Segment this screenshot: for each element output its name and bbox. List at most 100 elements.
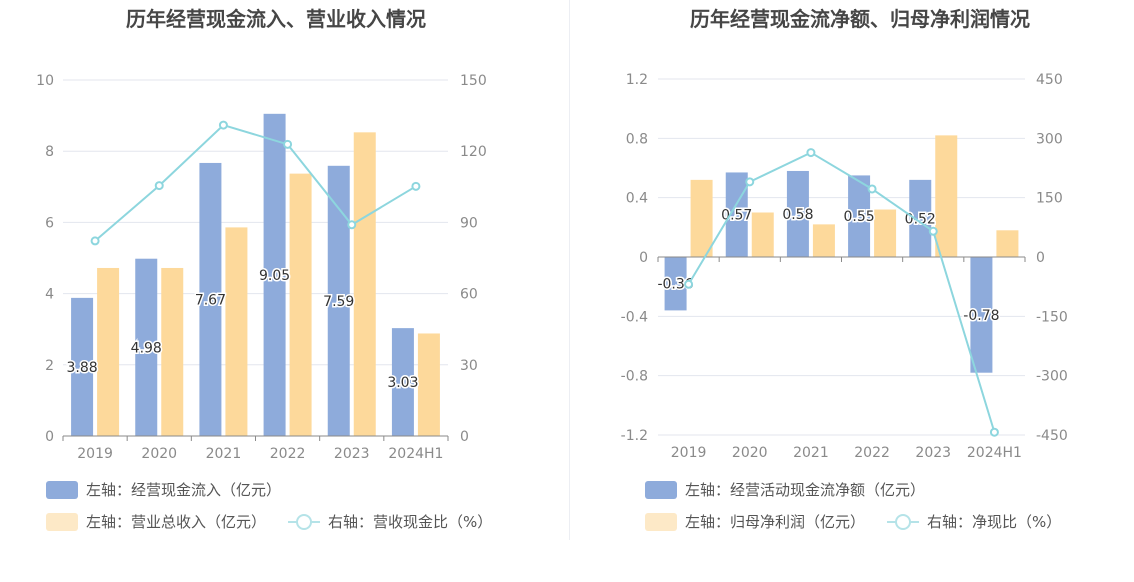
line-point: [411, 181, 421, 191]
x-tick-label: 2020: [732, 445, 768, 461]
x-tick-label: 2022: [270, 446, 306, 462]
legend-swatch: [46, 481, 78, 499]
bar-data-label: 4.98: [131, 340, 162, 356]
bar-series-1: [751, 212, 774, 257]
chart-1-group: 历年经营现金流净额、归母净利润情况 -1.2 -0.8 -0.4 0 0.4 0.8 1.2 -…: [621, 7, 1068, 531]
y-right-tick-label: 150: [1036, 191, 1063, 207]
bar-series-1: [690, 179, 713, 257]
y-right-tick-label: 30: [460, 358, 478, 374]
line-series: [94, 123, 417, 242]
y-left-tick-label: 10: [36, 73, 54, 89]
line-point: [90, 236, 100, 246]
y-left-tick-label: -0.8: [621, 369, 648, 385]
legend-swatch: [645, 513, 677, 531]
x-tick-label: 2023: [334, 446, 370, 462]
x-tick-label: 2023: [915, 445, 951, 461]
legend-swatch-marker: [895, 514, 912, 530]
x-tick-label: 2024H1: [388, 446, 443, 462]
line-point: [745, 177, 755, 187]
bar-series-0: [327, 165, 350, 436]
legend-swatch: [645, 481, 677, 499]
line-point: [154, 181, 164, 191]
line-point: [347, 220, 357, 230]
legend-label: 左轴：经营现金流入（亿元）: [86, 481, 281, 499]
y-right-tick-label: -150: [1036, 309, 1068, 325]
y-right-tick-label: -450: [1036, 428, 1068, 444]
y-left-tick-label: 6: [45, 215, 54, 231]
y-right-tick-label: 120: [460, 144, 487, 160]
chart-title: 历年经营现金流净额、归母净利润情况: [690, 7, 1030, 31]
chart-divider: [569, 0, 570, 540]
bar-data-label: -0.36: [657, 277, 693, 293]
y-left-tick-label: 1.2: [626, 72, 648, 88]
line-point: [684, 279, 694, 289]
y-left-tick-label: 0: [639, 250, 648, 266]
x-tick-label: 2020: [141, 446, 177, 462]
legend-label: 右轴：净现比（%）: [927, 513, 1061, 531]
line-point: [928, 226, 938, 236]
x-tick-label: 2021: [793, 445, 829, 461]
y-left-tick-label: 4: [45, 287, 54, 303]
chart-0-group: 历年经营现金流入、营业收入情况 0 2 4 6 8 10 0 30 60 90 120 150 2019 2…: [36, 7, 492, 531]
y-left-tick-label: 8: [45, 144, 54, 160]
bar-series-1: [996, 230, 1019, 257]
x-tick-label: 2021: [206, 446, 242, 462]
bar-series-0: [263, 113, 286, 436]
line-series: [687, 151, 996, 433]
legend-label: 左轴：营业总收入（亿元）: [86, 513, 266, 531]
bar-series-1: [353, 132, 376, 436]
line-point: [218, 120, 228, 130]
bar-series-1: [812, 224, 835, 257]
bar-series-1: [935, 135, 958, 257]
bar-data-label: -0.78: [963, 308, 999, 324]
x-tick-label: 2019: [77, 446, 113, 462]
bar-data-label: 0.52: [905, 211, 936, 227]
bar-data-label: 7.67: [195, 292, 226, 308]
bar-series-0: [786, 170, 809, 257]
bar-data-label: 0.58: [782, 207, 813, 223]
legend-swatch: [46, 513, 78, 531]
y-right-tick-label: -300: [1036, 369, 1068, 385]
bar-data-label: 3.03: [387, 375, 418, 391]
bar-data-label: 7.59: [323, 294, 354, 310]
bar-series-0: [909, 179, 932, 257]
legend-label: 右轴：营收现金比（%）: [328, 513, 492, 531]
bar-series-1: [874, 209, 897, 257]
cash-inflow-revenue-chart: 历年经营现金流入、营业收入情况 0 2 4 6 8 10 0 30 60 90 120 150 2019 2…: [36, 7, 492, 531]
bar-data-label: 0.55: [843, 209, 874, 225]
y-right-tick-label: 90: [460, 215, 478, 231]
y-right-tick-label: 0: [460, 429, 469, 445]
bar-series-1: [289, 173, 312, 437]
x-tick-label: 2022: [854, 445, 890, 461]
y-left-tick-label: -1.2: [621, 428, 648, 444]
bar-series-1: [97, 267, 120, 436]
bar-series-0: [848, 175, 871, 257]
y-left-tick-label: 0.4: [626, 191, 648, 207]
bar-series-0: [391, 328, 414, 436]
y-left-tick-label: -0.4: [621, 309, 648, 325]
y-right-tick-label: 300: [1036, 131, 1063, 147]
line-point: [867, 184, 877, 194]
bar-data-label: 9.05: [259, 268, 290, 284]
y-right-tick-label: 150: [460, 73, 487, 89]
bar-data-label: 0.57: [721, 208, 752, 224]
x-tick-label: 2024H1: [967, 445, 1022, 461]
line-point: [283, 139, 293, 149]
bar-series-0: [664, 257, 687, 311]
x-tick-label: 2019: [671, 445, 707, 461]
y-right-tick-label: 0: [1036, 250, 1045, 266]
line-point: [989, 427, 999, 437]
bar-series-1: [417, 333, 440, 436]
bar-series-0: [135, 258, 158, 436]
line-point: [806, 148, 816, 158]
bar-series-0: [199, 162, 222, 436]
bar-series-1: [225, 227, 248, 436]
chart-title: 历年经营现金流入、营业收入情况: [126, 7, 426, 31]
bar-series-0: [71, 297, 94, 436]
y-left-tick-label: 0: [45, 429, 54, 445]
y-right-tick-label: 450: [1036, 72, 1063, 88]
legend-swatch-marker: [296, 514, 313, 530]
y-right-tick-label: 60: [460, 287, 478, 303]
